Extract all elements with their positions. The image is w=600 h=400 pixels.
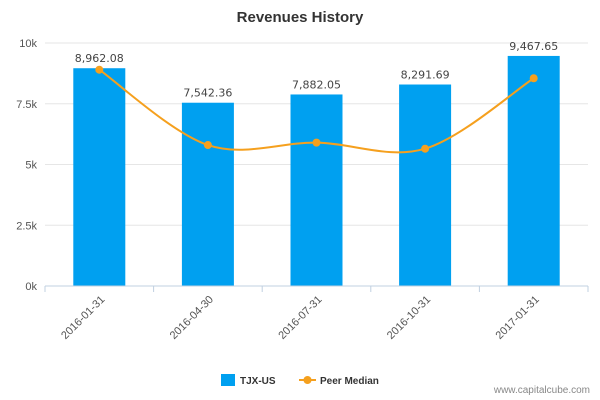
legend-label[interactable]: TJX-US [240, 376, 276, 387]
y-tick-label: 5k [25, 160, 37, 172]
y-tick-label: 2.5k [16, 220, 37, 232]
bar-series [73, 55, 560, 287]
bar[interactable] [290, 94, 343, 286]
y-axis-ticks: 0k 2.5k 5k 7.5k 10k [16, 38, 37, 293]
peer-median-point[interactable] [421, 144, 430, 153]
bar[interactable] [507, 55, 560, 287]
peer-median-point[interactable] [95, 65, 104, 74]
x-tick-label: 2016-04-30 [168, 294, 216, 342]
credit-text: www.capitalcube.com [493, 385, 590, 396]
legend[interactable]: TJX-US Peer Median [221, 374, 379, 387]
bar-data-label: 8,962.08 [75, 52, 124, 65]
bar-data-label: 8,291.69 [401, 69, 450, 82]
bar-data-label: 9,467.65 [509, 40, 558, 53]
peer-median-series [95, 65, 538, 154]
y-tick-label: 0k [25, 281, 37, 293]
x-tick-label: 2016-07-31 [276, 294, 324, 342]
bar-data-label: 7,542.36 [183, 87, 232, 100]
bar-data-label: 7,882.05 [292, 78, 341, 91]
x-tick-label: 2017-01-31 [494, 294, 542, 342]
y-tick-label: 10k [19, 38, 37, 50]
peer-median-point[interactable] [312, 138, 321, 147]
x-axis-ticks: 2016-01-31 2016-04-30 2016-07-31 2016-10-31… [59, 294, 542, 342]
peer-median-point[interactable] [529, 74, 538, 83]
x-tick-label: 2016-01-31 [59, 294, 107, 342]
legend-swatch-point [303, 376, 312, 384]
y-tick-label: 7.5k [16, 99, 37, 111]
bar-data-labels: 8,962.08 7,542.36 7,882.05 8,291.69 9,467.65 [75, 40, 558, 100]
bar[interactable] [399, 84, 452, 286]
x-axis [44, 285, 589, 292]
chart-title: Revenues History [237, 9, 364, 26]
x-tick-label: 2016-10-31 [385, 294, 433, 342]
bar[interactable] [73, 68, 126, 286]
legend-label[interactable]: Peer Median [320, 376, 379, 387]
peer-median-point[interactable] [203, 141, 212, 150]
legend-swatch-bar [221, 374, 235, 386]
bar[interactable] [181, 102, 234, 287]
